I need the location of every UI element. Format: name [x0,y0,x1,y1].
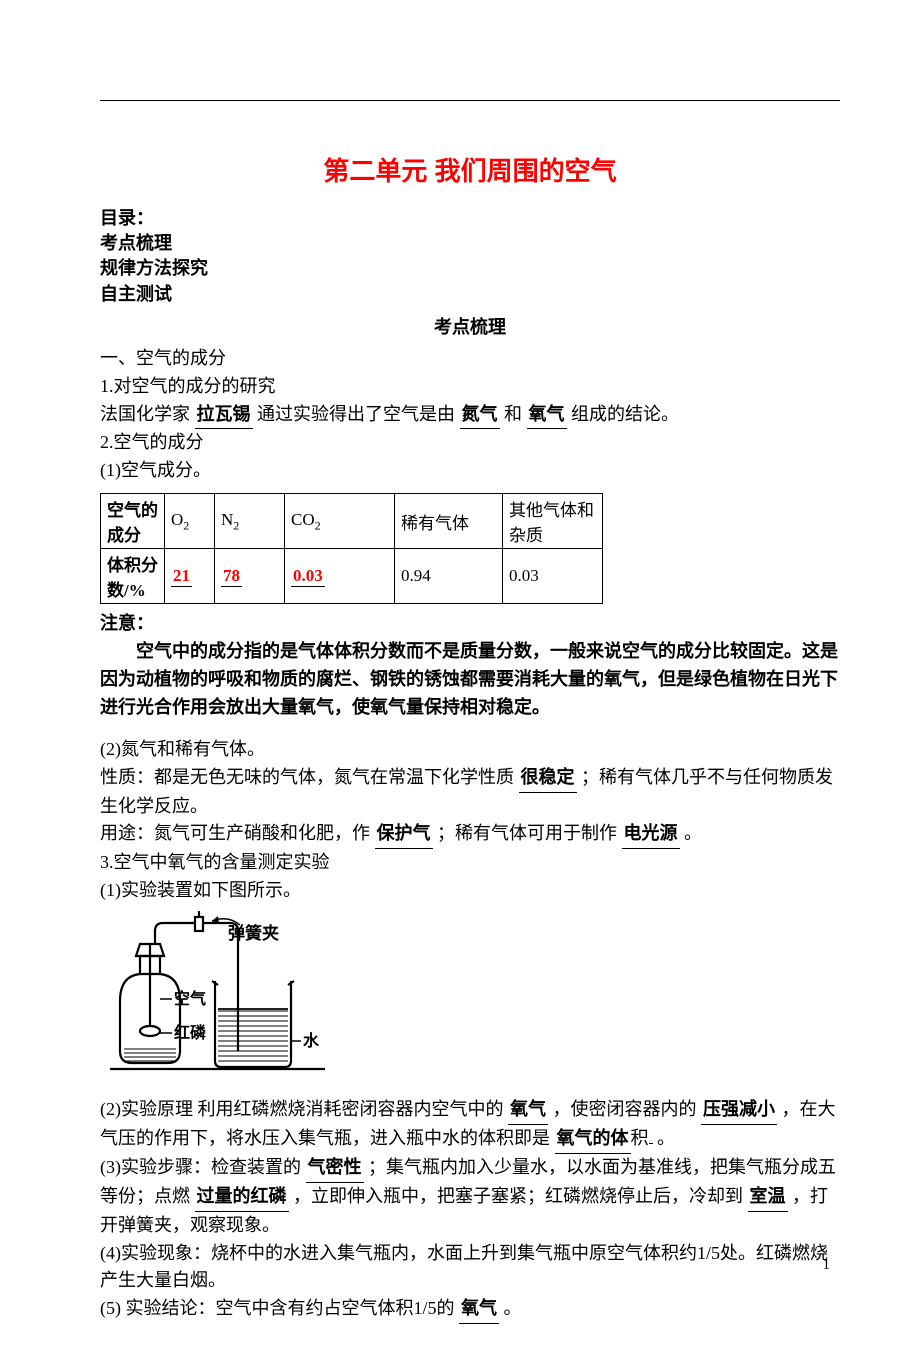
p2-sub2-head: (2)氮气和稀有气体。 [100,736,840,764]
note-head: 注意： [100,610,840,638]
table-cell: 78 [215,549,285,604]
toc-item: 规律方法探究 [100,256,840,281]
text: ，立即伸入瓶中，把塞子塞紧；红磷燃烧停止后，冷却到 [293,1186,743,1206]
toc-item: 自主测试 [100,282,840,307]
table-row: 体积分数/%21780.030.940.03 [101,549,603,604]
table-cell: 体积分数/% [101,549,165,604]
table-cell: N2 [215,494,285,549]
blank-airtight: 气密性 [306,1154,364,1183]
p3-head: 3.空气中氧气的含量测定实验 [100,849,840,877]
table-cell: 稀有气体 [395,494,503,549]
blank-tail [649,1143,653,1144]
table-cell: 其他气体和杂质 [503,494,603,549]
blank-nitrogen: 氮气 [460,401,500,430]
text: 和 [504,404,522,424]
toc-head: 目录： [100,206,840,231]
p2-sub2-l2: 用途：氮气可生产硝酸和化肥，作 保护气 ；稀有气体可用于制作 电光源 。 [100,820,840,849]
svg-text:红磷: 红磷 [174,1023,207,1042]
table-cell: CO2 [285,494,395,549]
p3-s4: (4)实验现象：烧杯中的水进入集气瓶内，水面上升到集气瓶中原空气体积约1/5处。… [100,1240,840,1296]
text: 。 [504,1298,522,1318]
text: (3)实验步骤：检查装置的 [100,1157,301,1177]
p1-line: 法国化学家 拉瓦锡 通过实验得出了空气是由 氮气 和 氧气 组成的结论。 [100,401,840,430]
blank-protective-gas: 保护气 [375,820,433,849]
table-cell: 0.03 [285,549,395,604]
table-cell: 0.03 [503,549,603,604]
p3-sub1: (1)实验装置如下图所示。 [100,877,840,905]
blank-oxygen-2: 氧气 [508,1096,548,1125]
toc: 目录： 考点梳理 规律方法探究 自主测试 [100,206,840,307]
p2-sub1: (1)空气成分。 [100,457,840,485]
text: 积 [631,1128,649,1148]
blank-excess-p: 过量的红磷 [195,1183,289,1212]
sec1-head: 一、空气的成分 [100,345,840,373]
kaodian-head: 考点梳理 [100,313,840,339]
text: 。 [657,1128,675,1148]
note-body: 空气中的成分指的是气体体积分数而不是质量分数，一般来说空气的成分比较固定。这是因… [100,638,840,722]
page-number: 1 [823,1257,831,1274]
p2-head: 2.空气的成分 [100,429,840,457]
p3-s2: (2)实验原理 利用红磷燃烧消耗密闭容器内空气中的 氧气 ，使密闭容器内的 压强… [100,1096,840,1154]
blank-stable: 很稳定 [519,764,577,793]
blank-light-source: 电光源 [622,820,680,849]
blank-oxygen-3: 氧气 [459,1295,499,1324]
blank-oxygen-vol: 氧气的体 [555,1125,631,1154]
svg-text:水: 水 [303,1031,320,1050]
table-row: 空气的成分O2N2CO2稀有气体其他气体和杂质 [101,494,603,549]
text: 用途：氮气可生产硝酸和化肥，作 [100,823,370,843]
text: 组成的结论。 [571,404,679,424]
page-root: 第二单元 我们周围的空气 目录： 考点梳理 规律方法探究 自主测试 考点梳理 一… [0,0,920,1364]
svg-text:空气: 空气 [174,989,206,1008]
blank-room-temp: 室温 [748,1183,788,1212]
table-cell: 0.94 [395,549,503,604]
table-cell: 21 [165,549,215,604]
p3-s3: (3)实验步骤：检查装置的 气密性 ；集气瓶内加入少量水，以水面为基准线，把集气… [100,1154,840,1240]
text: (5) 实验结论：空气中含有约占空气体积1/5的 [100,1298,455,1318]
text: 性质：都是无色无味的气体，氮气在常温下化学性质 [100,767,514,787]
text: ，使密闭容器内的 [553,1099,697,1119]
text: ；稀有气体可用于制作 [437,823,617,843]
top-rule [100,100,840,101]
text: 通过实验得出了空气是由 [257,404,455,424]
composition-table: 空气的成分O2N2CO2稀有气体其他气体和杂质 体积分数/%21780.030.… [100,493,603,604]
table-cell: 空气的成分 [101,494,165,549]
unit-title: 第二单元 我们周围的空气 [100,151,840,188]
text: 法国化学家 [100,404,190,424]
blank-oxygen: 氧气 [527,401,567,430]
blank-lavoisier: 拉瓦锡 [195,401,253,430]
apparatus-svg: 弹簧夹空气红磷水 [100,911,330,1081]
p1-head: 1.对空气的成分的研究 [100,373,840,401]
text: 。 [684,823,702,843]
table-cell: O2 [165,494,215,549]
p2-sub2-l1: 性质：都是无色无味的气体，氮气在常温下化学性质 很稳定 ；稀有气体几乎不与任何物… [100,764,840,821]
apparatus-diagram: 弹簧夹空气红磷水 [100,911,840,1086]
p3-s5: (5) 实验结论：空气中含有约占空气体积1/5的 氧气 。 [100,1295,840,1324]
blank-pressure-drop: 压强减小 [701,1096,777,1125]
toc-item: 考点梳理 [100,231,840,256]
text: (2)实验原理 利用红磷燃烧消耗密闭容器内空气中的 [100,1099,504,1119]
